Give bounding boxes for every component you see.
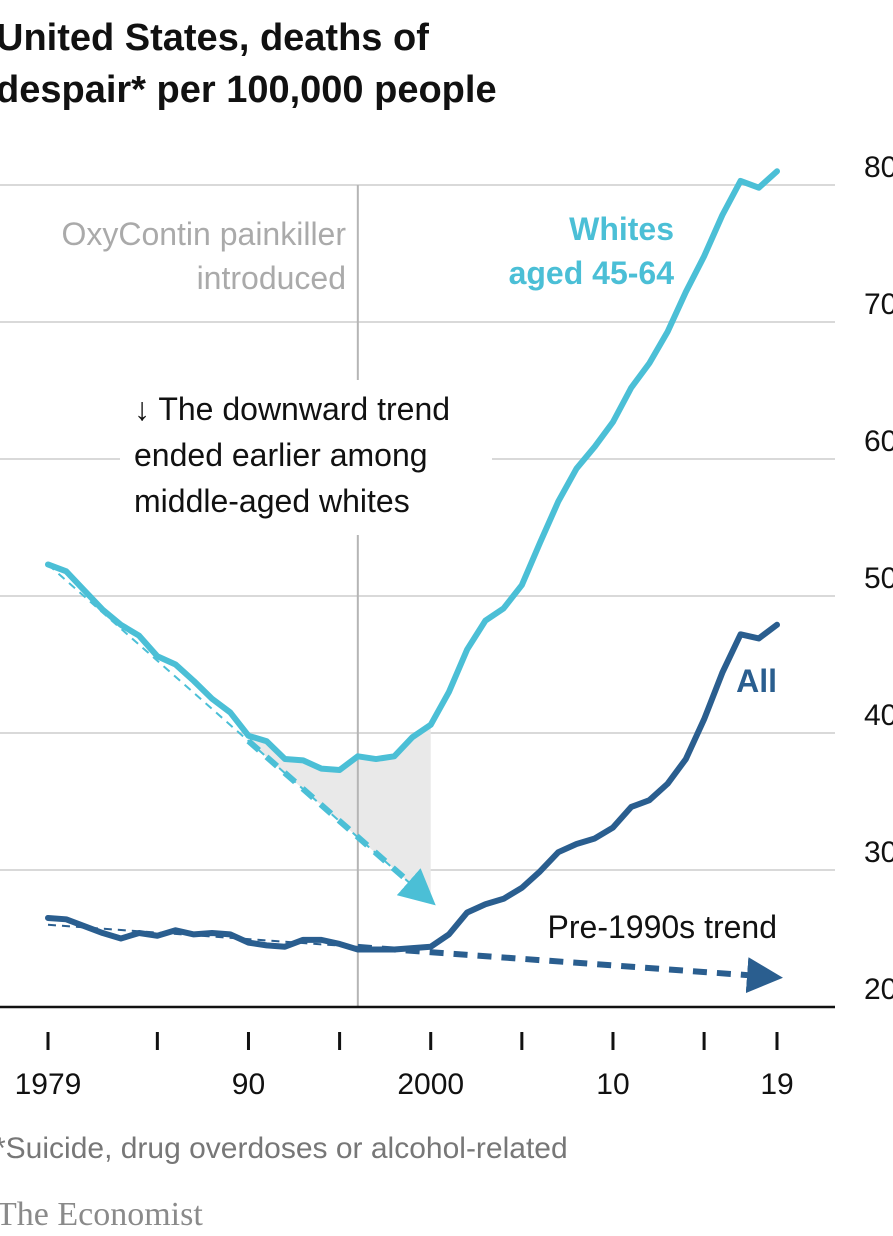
chart-title: United States, deaths of despair* per 10…: [0, 12, 876, 116]
x-tick-label-1979: 1979: [15, 1068, 82, 1101]
x-tick-label-2019: 19: [760, 1068, 793, 1101]
series-line-all: [45, 621, 780, 953]
x-tick-label-2000: 2000: [397, 1068, 464, 1101]
y-tick-label-60: 60: [864, 425, 893, 458]
series-label-all: All: [736, 663, 777, 699]
chart-title-line-2: despair* per 100,000 people: [0, 69, 497, 111]
annotation-downward-line-2: ended earlier among: [134, 437, 428, 473]
source-logo: The Economist: [0, 1196, 203, 1233]
whites-trend-arrow: [246, 738, 436, 906]
y-tick-label-20: 20: [864, 973, 893, 1006]
chart-plot: Whites aged 45-64 All OxyContin painkiller i…: [0, 151, 893, 1101]
series-label-whites-line-1: Whites: [569, 211, 674, 247]
annotation-pre-1990s-trend: Pre-1990s trend: [548, 909, 777, 945]
x-tick-label-2010: 10: [596, 1068, 629, 1101]
footnote: *Suicide, drug overdoses or alcohol-rela…: [0, 1132, 568, 1165]
axis-layer: 20 30 40 50 60 70 80 1979 90 2000 10 19: [0, 151, 893, 1101]
y-tick-label-50: 50: [864, 562, 893, 595]
annotation-oxycontin-line-1: OxyContin painkiller: [61, 216, 346, 252]
y-tick-label-40: 40: [864, 699, 893, 732]
annotation-downward-backdrop: [120, 380, 492, 535]
annotation-oxycontin-line-2: introduced: [197, 260, 346, 296]
all-trend-arrow: [357, 943, 783, 994]
x-tick-label-1990: 90: [232, 1068, 265, 1101]
series-layer: [45, 168, 780, 953]
series-line-whites-aged-45-64: [45, 168, 780, 773]
y-tick-label-70: 70: [864, 288, 893, 321]
annotation-downward-line-3: middle-aged whites: [134, 483, 410, 519]
series-label-whites-line-2: aged 45-64: [509, 255, 675, 291]
label-layer: Whites aged 45-64 All OxyContin painkiller i…: [61, 211, 777, 945]
y-tick-label-30: 30: [864, 836, 893, 869]
annotation-downward-line-1: ↓ The downward trend: [134, 391, 450, 427]
chart-title-line-1: United States, deaths of: [0, 17, 429, 59]
y-tick-label-80: 80: [864, 151, 893, 184]
